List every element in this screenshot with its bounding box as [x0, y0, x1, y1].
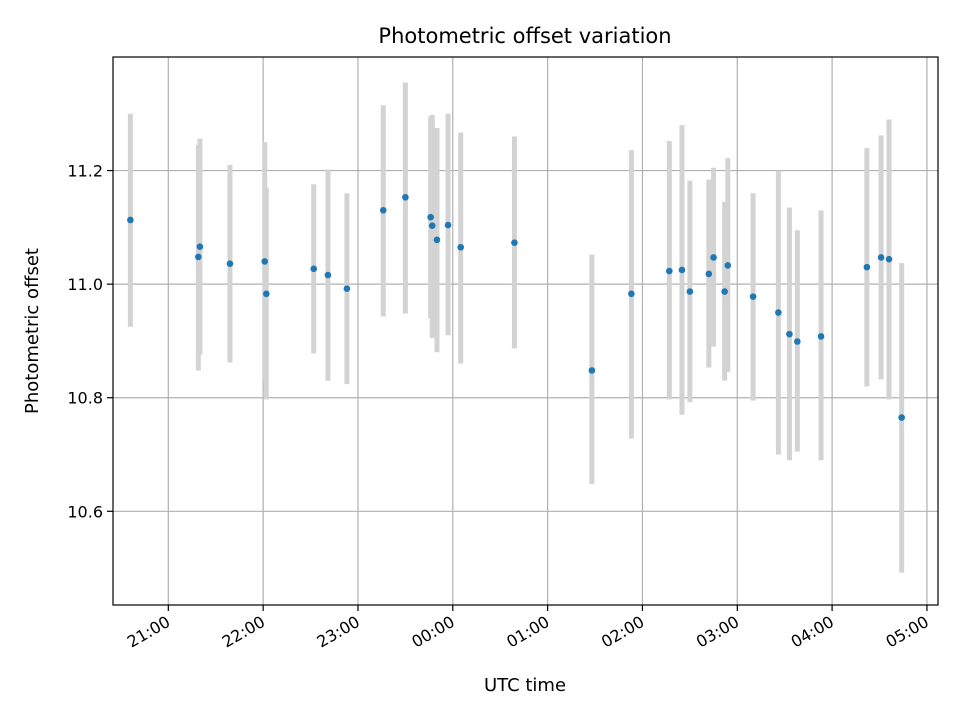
data-point — [686, 288, 694, 295]
data-point — [817, 333, 825, 340]
plot-frame — [112, 56, 939, 606]
data-point — [457, 243, 465, 251]
data-point — [898, 414, 905, 421]
chart-title: Photometric offset variation — [378, 24, 671, 48]
data-point — [196, 243, 204, 250]
data-point — [310, 265, 318, 273]
data-point — [877, 254, 885, 261]
grid-lines — [113, 57, 938, 605]
y-axis-ticks: 10.6 10.8 11.0 11.2 — [67, 162, 113, 521]
data-point — [628, 290, 635, 298]
data-point — [678, 266, 686, 274]
data-point — [427, 213, 434, 221]
data-point — [261, 258, 269, 265]
data-point — [710, 254, 717, 261]
data-point — [775, 309, 782, 316]
data-point — [863, 263, 871, 271]
data-point — [724, 262, 732, 269]
data-point — [402, 193, 409, 201]
y-tick-label: 10.6 — [67, 502, 103, 521]
data-point — [226, 260, 234, 268]
x-axis-label: UTC time — [484, 675, 566, 696]
data-point — [511, 239, 518, 246]
data-point — [263, 290, 270, 298]
y-axis-label: Photometric offset — [22, 248, 43, 414]
data-point — [343, 285, 351, 292]
data-point — [588, 367, 596, 374]
y-tick-label: 11.0 — [67, 275, 103, 294]
data-point — [794, 338, 801, 345]
data-point — [721, 288, 728, 295]
data-point — [428, 222, 436, 229]
data-point — [127, 216, 134, 224]
data-point — [705, 270, 713, 278]
data-point — [786, 330, 793, 338]
y-tick-label: 10.8 — [67, 389, 103, 408]
data-point — [324, 271, 332, 279]
data-point — [195, 253, 202, 261]
data-point — [666, 267, 673, 275]
y-tick-label: 11.2 — [67, 162, 103, 181]
data-point — [885, 255, 893, 263]
data-point — [379, 207, 387, 214]
data-point — [749, 293, 757, 300]
data-points — [127, 193, 905, 421]
data-point — [433, 236, 441, 244]
data-point — [444, 221, 452, 229]
